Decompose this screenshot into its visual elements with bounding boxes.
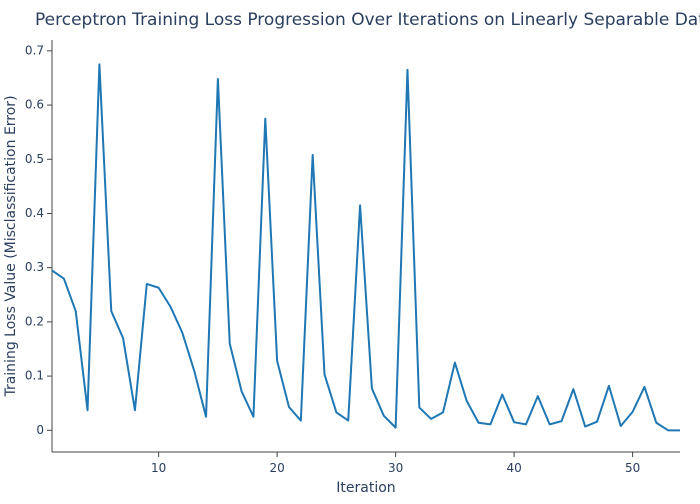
x-tick-label: 20 — [269, 461, 284, 475]
y-tick-labels: 0 0.1 0.2 0.3 0.4 0.5 0.6 0.7 — [25, 43, 52, 437]
plot-series — [51, 63, 680, 432]
y-tick-label: 0.3 — [25, 260, 44, 274]
x-tick-labels: 10 20 30 40 50 — [151, 452, 640, 475]
y-tick-label: 0.7 — [25, 43, 44, 57]
x-tick-label: 50 — [625, 461, 640, 475]
y-tick-label: 0.4 — [25, 206, 44, 220]
y-tick-label: 0.6 — [25, 98, 44, 112]
y-tick-label: 0.1 — [25, 369, 44, 383]
x-tick-label: 10 — [151, 461, 166, 475]
loss-series-line — [51, 63, 680, 432]
x-axis-label: Iteration — [336, 480, 395, 496]
y-tick-label: 0.5 — [25, 152, 44, 166]
y-tick-label: 0 — [36, 423, 44, 437]
y-tick-label: 0.2 — [25, 314, 44, 328]
chart-title: Perceptron Training Loss Progression Ove… — [35, 10, 700, 30]
x-tick-label: 30 — [388, 461, 403, 475]
y-axis-label: Training Loss Value (Misclassification E… — [3, 95, 19, 397]
x-tick-label: 40 — [506, 461, 521, 475]
